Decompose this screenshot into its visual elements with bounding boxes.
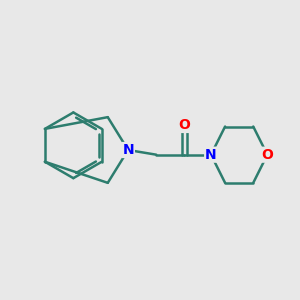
Text: O: O: [261, 148, 273, 162]
Text: N: N: [205, 148, 217, 162]
Text: O: O: [178, 118, 190, 132]
Text: N: N: [122, 143, 134, 157]
